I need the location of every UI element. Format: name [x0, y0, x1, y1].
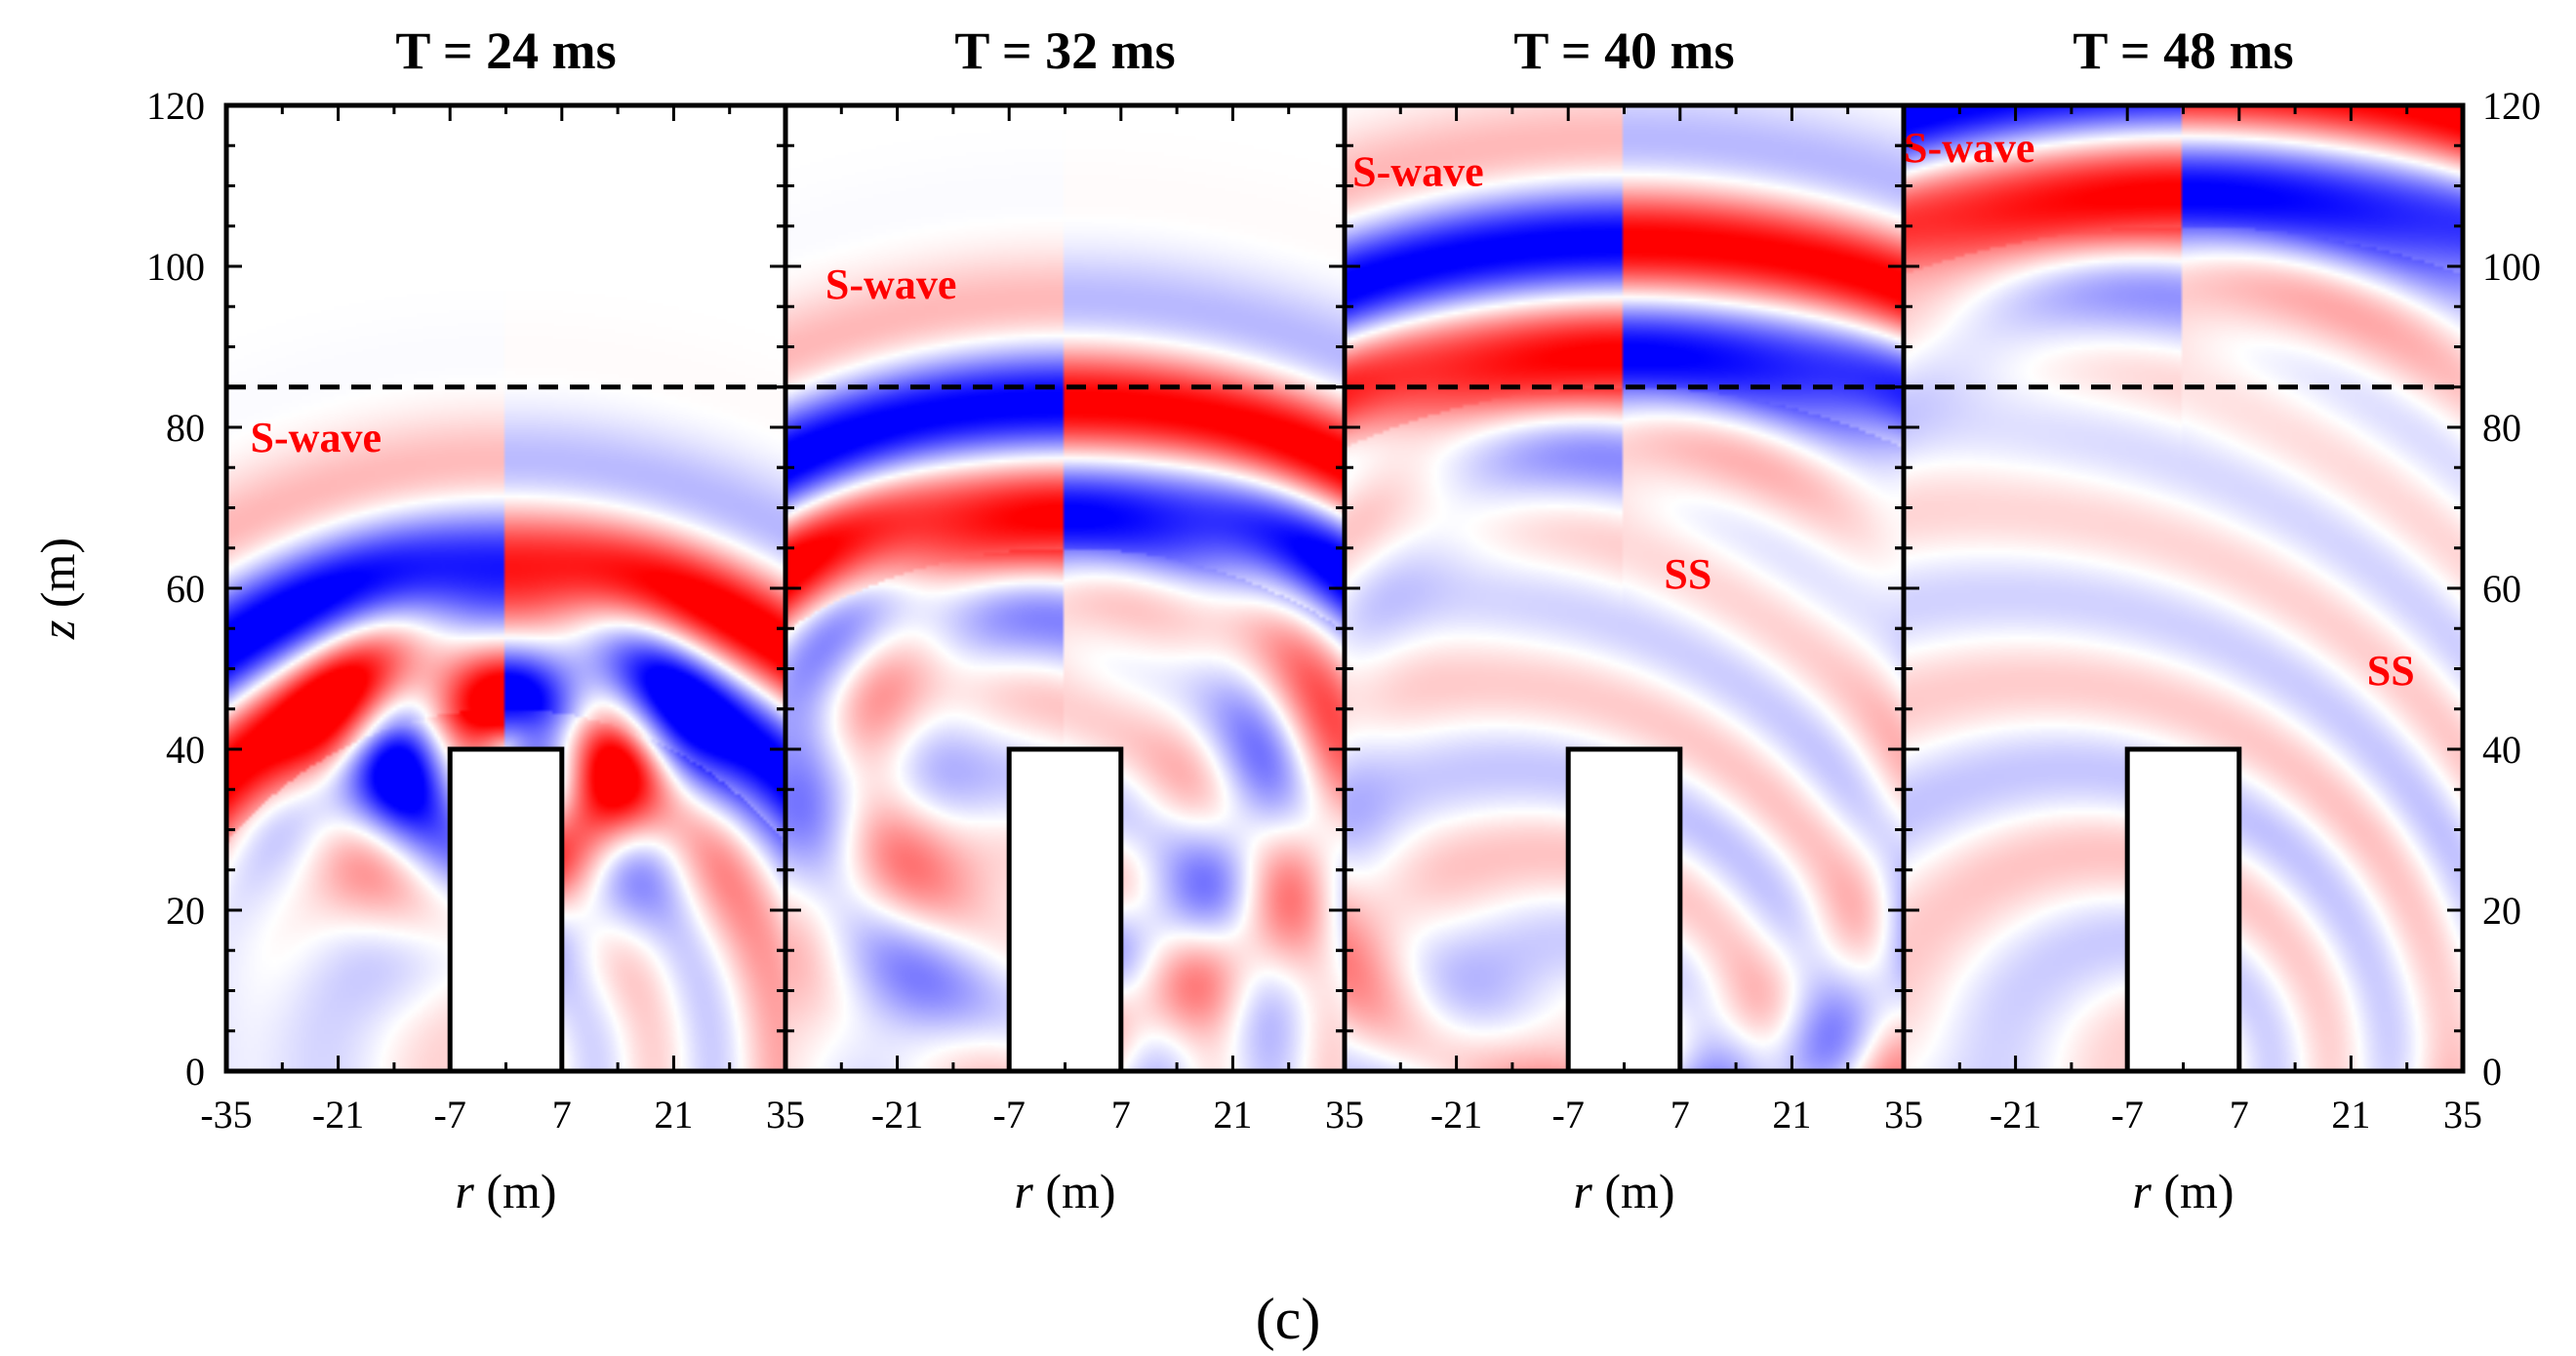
panel-title: T = 40 ms [1513, 21, 1734, 80]
figure-caption: (c) [1256, 1287, 1321, 1351]
panel-t32: T = 32 ms S-wave -21 -7 7 21 35 r (m) [770, 21, 1364, 1218]
y-tick-label-left: 60 [166, 567, 205, 611]
y-tick-label-left: 0 [185, 1050, 205, 1094]
y-tick-label-left: 20 [166, 889, 205, 933]
y-tick-label-right: 120 [2482, 84, 2541, 128]
y-tick-label-right: 60 [2482, 567, 2521, 611]
panel-t48: T = 48 ms S-wave SS -21 -7 7 21 35 r (m) [1888, 21, 2482, 1218]
structure-box [1006, 746, 1124, 1074]
x-tick-label: 35 [1325, 1093, 1364, 1137]
x-tick-label: 21 [654, 1093, 693, 1137]
x-axis-label: r (m) [2132, 1164, 2234, 1218]
x-tick-label: -7 [434, 1093, 466, 1137]
x-tick-label: -21 [312, 1093, 364, 1137]
x-axis-label: r (m) [1573, 1164, 1674, 1218]
x-tick-label: -7 [993, 1093, 1026, 1137]
structure-box [2124, 746, 2242, 1074]
annotation-s-wave: S-wave [1352, 148, 1483, 196]
y-axis-label: z (m) [30, 538, 85, 640]
x-tick-label: -21 [1430, 1093, 1482, 1137]
y-tick-label-right: 20 [2482, 889, 2521, 933]
y-tick-label-right: 100 [2482, 245, 2541, 289]
x-tick-label: 21 [1213, 1093, 1252, 1137]
y-tick-label-left: 120 [146, 84, 205, 128]
annotation-ss: SS [1664, 550, 1711, 598]
panel-title: T = 48 ms [2073, 21, 2293, 80]
x-tick-label: -7 [1552, 1093, 1585, 1137]
x-tick-label: 7 [552, 1093, 572, 1137]
panel-title: T = 24 ms [395, 21, 616, 80]
x-axis-label: r (m) [1014, 1164, 1115, 1218]
structure-box [447, 746, 565, 1074]
x-tick-label: 7 [1670, 1093, 1690, 1137]
structure-box [1565, 746, 1683, 1074]
x-tick-label: -21 [871, 1093, 923, 1137]
x-tick-label: -35 [200, 1093, 252, 1137]
x-tick-label: 35 [1884, 1093, 1923, 1137]
y-tick-label-right: 80 [2482, 406, 2521, 450]
y-tick-label-left: 80 [166, 406, 205, 450]
x-tick-label: 21 [2331, 1093, 2370, 1137]
panels: T = 24 msS-wave-35 -21 -7 7 21 35r (m)T = 32 … [200, 21, 2482, 1218]
y-tick-label-right: 40 [2482, 728, 2521, 772]
annotation-s-wave: S-wave [251, 414, 382, 461]
annotation-s-wave: S-wave [1904, 124, 2034, 172]
annotation-ss: SS [2367, 647, 2415, 695]
panel-t24: T = 24 ms S-wave -35 -21 -7 7 21 35 r (m) [200, 21, 805, 1218]
x-tick-label: 7 [1111, 1093, 1131, 1137]
y-tick-label-right: 0 [2482, 1050, 2502, 1094]
annotation-s-wave: S-wave [825, 260, 956, 308]
x-tick-label: 35 [766, 1093, 805, 1137]
x-tick-label: 7 [2230, 1093, 2249, 1137]
axes-layer: 0 0 20 20 40 40 60 60 80 80 100 100 120 120 z (m) [30, 84, 2541, 1094]
x-tick-label: -21 [1990, 1093, 2041, 1137]
x-tick-label: 35 [2443, 1093, 2482, 1137]
y-tick-label-left: 100 [146, 245, 205, 289]
panel-title: T = 32 ms [954, 21, 1175, 80]
panel-t40: T = 40 ms S-wave SS -21 -7 7 21 35 r (m) [1329, 21, 1923, 1218]
y-tick-label-left: 40 [166, 728, 205, 772]
x-tick-label: 21 [1772, 1093, 1811, 1137]
x-tick-label: -7 [2112, 1093, 2144, 1137]
x-axis-label: r (m) [455, 1164, 556, 1218]
